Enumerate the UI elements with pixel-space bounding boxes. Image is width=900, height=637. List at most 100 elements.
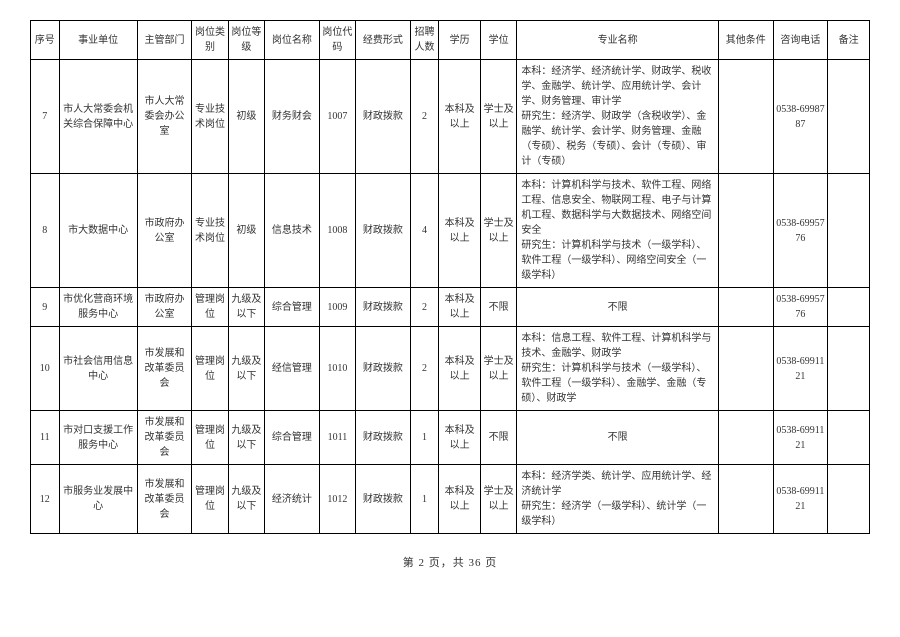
- cell-edu: 本科及以上: [439, 411, 481, 465]
- h-edu: 学历: [439, 21, 481, 60]
- cell-posname: 经信管理: [265, 327, 320, 411]
- cell-degree: 学士及以上: [480, 60, 516, 174]
- cell-cat: 管理岗位: [192, 465, 228, 534]
- cell-grade: 九级及以下: [228, 465, 264, 534]
- cell-phone: 0538-6995776: [773, 288, 828, 327]
- cell-grade: 初级: [228, 174, 264, 288]
- cell-major: 不限: [517, 288, 719, 327]
- cell-other: [718, 327, 773, 411]
- cell-note: [828, 288, 870, 327]
- h-grade: 岗位等级: [228, 21, 264, 60]
- recruitment-table: 序号 事业单位 主管部门 岗位类别 岗位等级 岗位名称 岗位代码 经费形式 招聘…: [30, 20, 870, 534]
- cell-edu: 本科及以上: [439, 60, 481, 174]
- cell-num: 2: [410, 327, 439, 411]
- cell-posname: 综合管理: [265, 411, 320, 465]
- cell-grade: 初级: [228, 60, 264, 174]
- cell-seq: 11: [31, 411, 60, 465]
- cell-grade: 九级及以下: [228, 411, 264, 465]
- cell-edu: 本科及以上: [439, 174, 481, 288]
- cell-major: 本科：经济学类、统计学、应用统计学、经济统计学研究生：经济学（一级学科）、统计学…: [517, 465, 719, 534]
- cell-degree: 不限: [480, 411, 516, 465]
- cell-note: [828, 411, 870, 465]
- table-row: 11市对口支援工作服务中心市发展和改革委员会管理岗位九级及以下综合管理1011财…: [31, 411, 870, 465]
- cell-seq: 7: [31, 60, 60, 174]
- cell-num: 2: [410, 60, 439, 174]
- h-phone: 咨询电话: [773, 21, 828, 60]
- cell-code: 1011: [319, 411, 355, 465]
- cell-major: 本科：经济学、经济统计学、财政学、税收学、金融学、统计学、应用统计学、会计学、财…: [517, 60, 719, 174]
- cell-phone: 0538-6991121: [773, 411, 828, 465]
- table-row: 12市服务业发展中心市发展和改革委员会管理岗位九级及以下经济统计1012财政拨款…: [31, 465, 870, 534]
- cell-unit: 市服务业发展中心: [59, 465, 137, 534]
- cell-unit: 市社会信用信息中心: [59, 327, 137, 411]
- cell-unit: 市人大常委会机关综合保障中心: [59, 60, 137, 174]
- cell-num: 2: [410, 288, 439, 327]
- table-body: 7市人大常委会机关综合保障中心市人大常委会办公室专业技术岗位初级财务财会1007…: [31, 60, 870, 534]
- table-row: 8市大数据中心市政府办公室专业技术岗位初级信息技术1008财政拨款4本科及以上学…: [31, 174, 870, 288]
- cell-code: 1010: [319, 327, 355, 411]
- cell-edu: 本科及以上: [439, 465, 481, 534]
- cell-degree: 不限: [480, 288, 516, 327]
- cell-phone: 0538-6995776: [773, 174, 828, 288]
- h-cat: 岗位类别: [192, 21, 228, 60]
- page-footer: 第 2 页，共 36 页: [30, 554, 870, 570]
- cell-grade: 九级及以下: [228, 288, 264, 327]
- cell-phone: 0538-6991121: [773, 327, 828, 411]
- cell-unit: 市优化营商环境服务中心: [59, 288, 137, 327]
- cell-seq: 12: [31, 465, 60, 534]
- cell-edu: 本科及以上: [439, 288, 481, 327]
- cell-num: 1: [410, 411, 439, 465]
- cell-dept: 市发展和改革委员会: [137, 411, 192, 465]
- cell-fund: 财政拨款: [356, 288, 411, 327]
- table-row: 7市人大常委会机关综合保障中心市人大常委会办公室专业技术岗位初级财务财会1007…: [31, 60, 870, 174]
- h-posname: 岗位名称: [265, 21, 320, 60]
- cell-num: 1: [410, 465, 439, 534]
- cell-major: 不限: [517, 411, 719, 465]
- cell-other: [718, 60, 773, 174]
- h-num: 招聘人数: [410, 21, 439, 60]
- h-fund: 经费形式: [356, 21, 411, 60]
- cell-num: 4: [410, 174, 439, 288]
- cell-dept: 市政府办公室: [137, 174, 192, 288]
- cell-fund: 财政拨款: [356, 465, 411, 534]
- table-row: 9市优化营商环境服务中心市政府办公室管理岗位九级及以下综合管理1009财政拨款2…: [31, 288, 870, 327]
- cell-code: 1007: [319, 60, 355, 174]
- h-code: 岗位代码: [319, 21, 355, 60]
- header-row: 序号 事业单位 主管部门 岗位类别 岗位等级 岗位名称 岗位代码 经费形式 招聘…: [31, 21, 870, 60]
- cell-dept: 市政府办公室: [137, 288, 192, 327]
- cell-cat: 管理岗位: [192, 327, 228, 411]
- cell-cat: 管理岗位: [192, 411, 228, 465]
- cell-grade: 九级及以下: [228, 327, 264, 411]
- h-other: 其他条件: [718, 21, 773, 60]
- h-degree: 学位: [480, 21, 516, 60]
- cell-dept: 市发展和改革委员会: [137, 465, 192, 534]
- cell-major: 本科：计算机科学与技术、软件工程、网络工程、信息安全、物联网工程、电子与计算机工…: [517, 174, 719, 288]
- h-dept: 主管部门: [137, 21, 192, 60]
- cell-fund: 财政拨款: [356, 327, 411, 411]
- cell-unit: 市对口支援工作服务中心: [59, 411, 137, 465]
- cell-other: [718, 465, 773, 534]
- cell-degree: 学士及以上: [480, 327, 516, 411]
- cell-fund: 财政拨款: [356, 174, 411, 288]
- cell-seq: 8: [31, 174, 60, 288]
- cell-posname: 信息技术: [265, 174, 320, 288]
- cell-other: [718, 288, 773, 327]
- cell-fund: 财政拨款: [356, 60, 411, 174]
- cell-degree: 学士及以上: [480, 465, 516, 534]
- cell-code: 1009: [319, 288, 355, 327]
- cell-note: [828, 174, 870, 288]
- cell-dept: 市人大常委会办公室: [137, 60, 192, 174]
- cell-note: [828, 465, 870, 534]
- cell-cat: 专业技术岗位: [192, 174, 228, 288]
- cell-seq: 10: [31, 327, 60, 411]
- cell-edu: 本科及以上: [439, 327, 481, 411]
- cell-seq: 9: [31, 288, 60, 327]
- cell-other: [718, 411, 773, 465]
- cell-unit: 市大数据中心: [59, 174, 137, 288]
- table-row: 10市社会信用信息中心市发展和改革委员会管理岗位九级及以下经信管理1010财政拨…: [31, 327, 870, 411]
- cell-code: 1012: [319, 465, 355, 534]
- cell-phone: 0538-6998787: [773, 60, 828, 174]
- cell-phone: 0538-6991121: [773, 465, 828, 534]
- h-major: 专业名称: [517, 21, 719, 60]
- cell-note: [828, 327, 870, 411]
